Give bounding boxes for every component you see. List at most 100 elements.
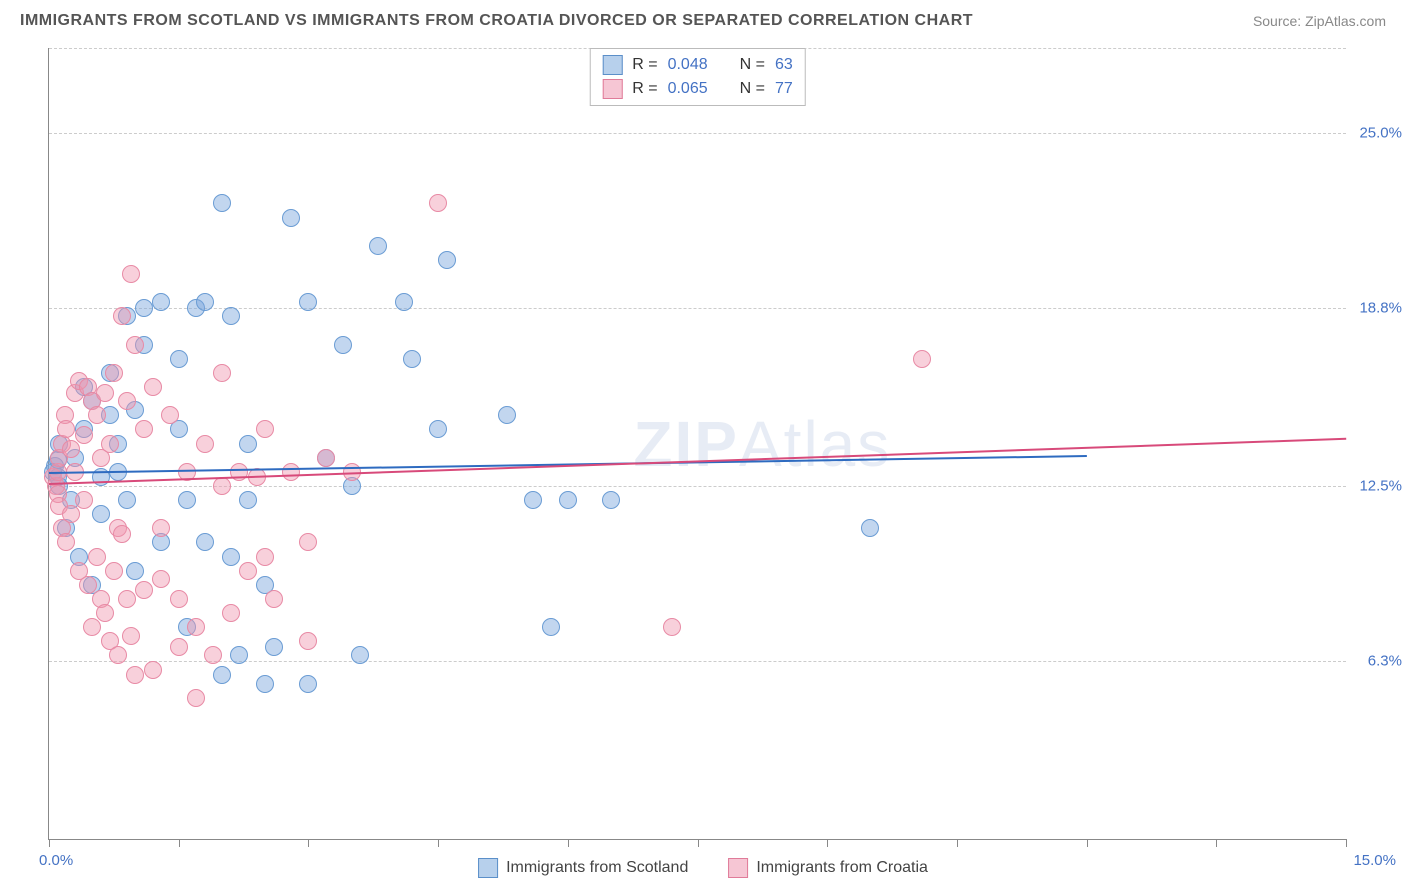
data-point-croatia xyxy=(913,350,931,368)
data-point-scotland xyxy=(92,505,110,523)
data-point-scotland xyxy=(498,406,516,424)
data-point-croatia xyxy=(239,562,257,580)
data-point-croatia xyxy=(62,440,80,458)
data-point-croatia xyxy=(213,477,231,495)
data-point-croatia xyxy=(113,307,131,325)
data-point-croatia xyxy=(83,618,101,636)
data-point-scotland xyxy=(559,491,577,509)
data-point-croatia xyxy=(196,435,214,453)
y-tick-label: 18.8% xyxy=(1359,299,1402,316)
x-tick xyxy=(179,839,180,847)
x-tick xyxy=(1087,839,1088,847)
data-point-scotland xyxy=(395,293,413,311)
data-point-scotland xyxy=(196,293,214,311)
x-tick xyxy=(49,839,50,847)
x-tick xyxy=(308,839,309,847)
gridline xyxy=(49,308,1346,309)
data-point-scotland xyxy=(222,307,240,325)
x-tick xyxy=(698,839,699,847)
chart-title: IMMIGRANTS FROM SCOTLAND VS IMMIGRANTS F… xyxy=(20,12,973,30)
swatch-croatia-icon xyxy=(728,858,748,878)
data-point-croatia xyxy=(256,548,274,566)
data-point-scotland xyxy=(299,675,317,693)
data-point-croatia xyxy=(135,420,153,438)
data-point-croatia xyxy=(96,604,114,622)
data-point-croatia xyxy=(135,581,153,599)
data-point-scotland xyxy=(178,491,196,509)
x-tick xyxy=(957,839,958,847)
data-point-croatia xyxy=(204,646,222,664)
data-point-croatia xyxy=(126,666,144,684)
correlation-legend: R = 0.048 N = 63 R = 0.065 N = 77 xyxy=(589,48,806,106)
x-tick xyxy=(827,839,828,847)
data-point-croatia xyxy=(57,420,75,438)
data-point-croatia xyxy=(101,435,119,453)
data-point-croatia xyxy=(122,265,140,283)
gridline xyxy=(49,486,1346,487)
data-point-scotland xyxy=(369,237,387,255)
data-point-croatia xyxy=(213,364,231,382)
data-point-scotland xyxy=(222,548,240,566)
data-point-scotland xyxy=(213,194,231,212)
legend-row-scotland: R = 0.048 N = 63 xyxy=(602,53,793,77)
data-point-croatia xyxy=(317,449,335,467)
data-point-scotland xyxy=(230,646,248,664)
data-point-croatia xyxy=(88,406,106,424)
data-point-scotland xyxy=(602,491,620,509)
data-point-scotland xyxy=(542,618,560,636)
data-point-scotland xyxy=(334,336,352,354)
swatch-scotland-icon xyxy=(478,858,498,878)
data-point-scotland xyxy=(152,293,170,311)
data-point-croatia xyxy=(256,420,274,438)
data-point-croatia xyxy=(152,570,170,588)
data-point-scotland xyxy=(196,533,214,551)
y-tick-label: 25.0% xyxy=(1359,124,1402,141)
data-point-scotland xyxy=(299,293,317,311)
data-point-croatia xyxy=(144,661,162,679)
data-point-croatia xyxy=(170,638,188,656)
legend-item-scotland: Immigrants from Scotland xyxy=(478,858,688,878)
r-value-croatia: 0.065 xyxy=(668,80,708,98)
gridline xyxy=(49,133,1346,134)
data-point-croatia xyxy=(126,336,144,354)
y-tick-label: 12.5% xyxy=(1359,477,1402,494)
data-point-croatia xyxy=(122,627,140,645)
data-point-scotland xyxy=(403,350,421,368)
data-point-croatia xyxy=(62,505,80,523)
data-point-croatia xyxy=(161,406,179,424)
watermark: ZIPAtlas xyxy=(633,407,891,481)
data-point-croatia xyxy=(170,590,188,608)
data-point-scotland xyxy=(118,491,136,509)
data-point-scotland xyxy=(239,435,257,453)
data-point-croatia xyxy=(105,364,123,382)
data-point-scotland xyxy=(135,299,153,317)
data-point-croatia xyxy=(429,194,447,212)
swatch-croatia-icon xyxy=(602,79,622,99)
data-point-croatia xyxy=(57,533,75,551)
data-point-croatia xyxy=(113,525,131,543)
data-point-scotland xyxy=(861,519,879,537)
data-point-scotland xyxy=(256,675,274,693)
data-point-scotland xyxy=(282,209,300,227)
data-point-croatia xyxy=(222,604,240,622)
data-point-croatia xyxy=(282,463,300,481)
data-point-croatia xyxy=(299,632,317,650)
data-point-croatia xyxy=(109,646,127,664)
data-point-scotland xyxy=(239,491,257,509)
y-tick-label: 6.3% xyxy=(1368,653,1402,670)
scatter-chart: ZIPAtlas R = 0.048 N = 63 R = 0.065 N = … xyxy=(48,48,1346,840)
data-point-croatia xyxy=(144,378,162,396)
data-point-croatia xyxy=(187,689,205,707)
data-point-scotland xyxy=(351,646,369,664)
x-tick-label: 0.0% xyxy=(39,852,73,869)
data-point-croatia xyxy=(88,548,106,566)
data-point-croatia xyxy=(118,590,136,608)
x-tick xyxy=(568,839,569,847)
x-tick-label: 15.0% xyxy=(1353,852,1396,869)
swatch-scotland-icon xyxy=(602,55,622,75)
r-value-scotland: 0.048 xyxy=(668,56,708,74)
data-point-scotland xyxy=(524,491,542,509)
x-tick xyxy=(1346,839,1347,847)
legend-row-croatia: R = 0.065 N = 77 xyxy=(602,77,793,101)
n-value-croatia: 77 xyxy=(775,80,793,98)
